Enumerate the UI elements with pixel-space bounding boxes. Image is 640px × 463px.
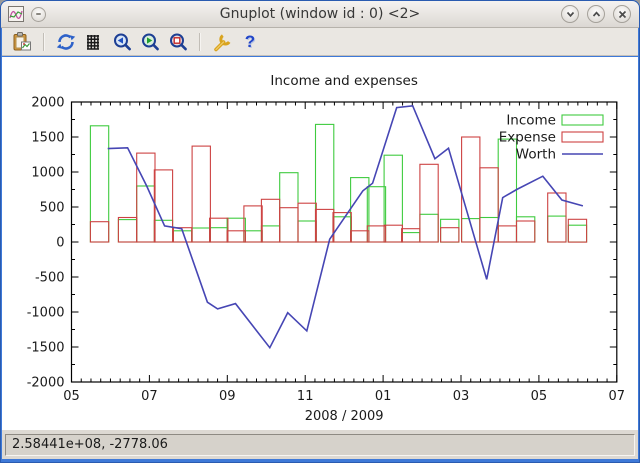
copy-to-clipboard-button[interactable] — [9, 30, 35, 54]
clipboard-icon — [11, 31, 33, 53]
zoom-previous-icon — [111, 31, 133, 53]
svg-text:-2000: -2000 — [27, 376, 65, 391]
minimize-button[interactable] — [561, 5, 579, 23]
grid-icon — [83, 31, 105, 53]
svg-text:05: 05 — [63, 389, 80, 404]
mouse-coordinates-readout: 2.58441e+08, -2778.06 — [5, 433, 635, 456]
unzoom-button[interactable] — [165, 30, 191, 54]
refresh-icon — [55, 31, 77, 53]
svg-text:Income and expenses: Income and expenses — [270, 73, 418, 89]
y-axis-tick-labels: 2000 1500 1000 500 0 -500 -1000 -1500 -2000 — [27, 96, 65, 391]
replot-button[interactable] — [53, 30, 79, 54]
toolbar-separator — [43, 32, 45, 51]
zoom-next-icon — [139, 31, 161, 53]
svg-text:01: 01 — [375, 389, 392, 404]
question-mark-icon: ? — [244, 32, 256, 51]
x-axis-label: 2008 / 2009 — [305, 409, 384, 424]
svg-text:07: 07 — [609, 389, 626, 404]
svg-text:2008 / 2009: 2008 / 2009 — [305, 409, 384, 424]
svg-text:1000: 1000 — [31, 166, 64, 181]
help-button[interactable]: ? — [237, 30, 263, 54]
x-axis-tick-labels: 05 07 09 11 01 03 05 07 — [63, 389, 625, 404]
close-icon — [618, 10, 626, 18]
svg-text:0: 0 — [56, 236, 64, 251]
svg-text:07: 07 — [141, 389, 158, 404]
svg-text:500: 500 — [40, 201, 65, 216]
svg-text:-500: -500 — [35, 271, 65, 286]
gnuplot-plot[interactable]: Income and expenses 05 07 09 11 01 03 05 07 2000 1… — [2, 57, 638, 430]
svg-text:Income: Income — [506, 113, 556, 129]
statusbar: 2.58441e+08, -2778.06 — [2, 430, 638, 459]
svg-text:-1000: -1000 — [27, 306, 65, 321]
maximize-button[interactable] — [587, 5, 605, 23]
svg-text:Expense: Expense — [499, 130, 556, 146]
svg-text:11: 11 — [297, 389, 314, 404]
window-menu-icon — [36, 13, 41, 15]
toggle-grid-button[interactable] — [81, 30, 107, 54]
close-button[interactable] — [613, 5, 631, 23]
svg-text:-1500: -1500 — [27, 341, 65, 356]
toolbar: ? — [2, 28, 638, 56]
gnuplot-app-icon — [8, 6, 24, 22]
window-title: Gnuplot (window id : 0) <2> — [219, 6, 421, 22]
svg-text:2000: 2000 — [31, 96, 64, 111]
settings-button[interactable] — [209, 30, 235, 54]
window-menu-button[interactable] — [31, 6, 46, 22]
chevron-up-icon — [592, 10, 600, 17]
toolbar-separator — [199, 32, 201, 51]
titlebar[interactable]: Gnuplot (window id : 0) <2> — [1, 1, 639, 28]
plot-border — [70, 101, 618, 383]
zoom-next-button[interactable] — [137, 30, 163, 54]
svg-text:05: 05 — [531, 389, 548, 404]
chevron-down-icon — [566, 11, 574, 17]
zoom-reset-icon — [167, 31, 189, 53]
svg-text:09: 09 — [219, 389, 236, 404]
svg-text:03: 03 — [453, 389, 470, 404]
plot-canvas[interactable]: Income and expenses 05 07 09 11 01 03 05 07 2000 1… — [2, 57, 638, 430]
plot-title: Income and expenses — [270, 73, 418, 89]
svg-text:Worth: Worth — [516, 147, 556, 163]
worth-line — [107, 104, 584, 350]
svg-text:1500: 1500 — [31, 131, 64, 146]
zoom-previous-button[interactable] — [109, 30, 135, 54]
wrench-icon — [211, 31, 233, 53]
